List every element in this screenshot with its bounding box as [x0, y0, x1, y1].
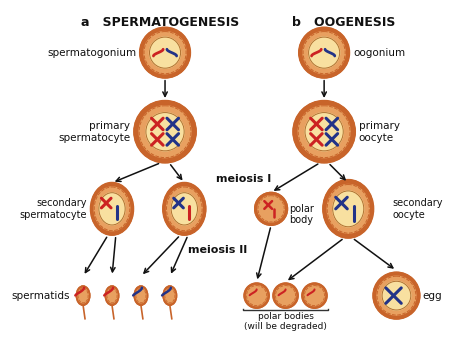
Circle shape	[304, 285, 325, 306]
Ellipse shape	[91, 183, 133, 235]
Ellipse shape	[333, 191, 364, 227]
Circle shape	[144, 32, 186, 74]
Circle shape	[309, 37, 340, 68]
Text: meiosis I: meiosis I	[217, 174, 272, 184]
Text: spermatogonium: spermatogonium	[47, 48, 136, 58]
Circle shape	[303, 32, 345, 74]
Ellipse shape	[107, 288, 117, 303]
Ellipse shape	[171, 193, 198, 225]
Ellipse shape	[323, 180, 374, 238]
Ellipse shape	[94, 187, 130, 231]
Text: meiosis II: meiosis II	[189, 245, 248, 255]
Text: a   SPERMATOGENESIS: a SPERMATOGENESIS	[81, 16, 239, 29]
Ellipse shape	[136, 288, 146, 303]
Ellipse shape	[163, 183, 206, 235]
Ellipse shape	[163, 286, 177, 305]
Circle shape	[139, 106, 191, 158]
Circle shape	[146, 113, 184, 151]
Text: polar
body: polar body	[290, 204, 314, 225]
Ellipse shape	[76, 286, 90, 305]
Ellipse shape	[165, 288, 175, 303]
Text: primary
spermatocyte: primary spermatocyte	[58, 121, 130, 142]
Circle shape	[299, 28, 349, 78]
Circle shape	[275, 285, 296, 306]
Text: spermatids: spermatids	[11, 291, 70, 301]
Circle shape	[134, 101, 196, 163]
Ellipse shape	[166, 187, 202, 231]
Ellipse shape	[327, 185, 369, 233]
Circle shape	[374, 273, 419, 319]
Circle shape	[273, 283, 298, 308]
Circle shape	[149, 37, 181, 68]
Circle shape	[305, 113, 343, 151]
Circle shape	[377, 276, 416, 315]
Text: b   OOGENESIS: b OOGENESIS	[292, 16, 395, 29]
Circle shape	[302, 283, 327, 308]
Text: polar bodies
(will be degraded): polar bodies (will be degraded)	[244, 312, 327, 332]
Circle shape	[293, 101, 355, 163]
Text: secondary
oocyte: secondary oocyte	[392, 198, 443, 220]
Text: oogonium: oogonium	[353, 48, 405, 58]
Ellipse shape	[99, 193, 125, 225]
Text: secondary
spermatocyte: secondary spermatocyte	[19, 198, 87, 220]
Ellipse shape	[105, 286, 119, 305]
Circle shape	[298, 106, 350, 158]
Ellipse shape	[134, 286, 148, 305]
Ellipse shape	[78, 288, 88, 303]
Circle shape	[246, 285, 267, 306]
Text: primary
oocyte: primary oocyte	[359, 121, 400, 142]
Text: egg: egg	[422, 291, 442, 301]
Circle shape	[382, 281, 411, 310]
Circle shape	[255, 192, 288, 225]
Circle shape	[258, 196, 284, 222]
Circle shape	[244, 283, 269, 308]
Circle shape	[140, 28, 190, 78]
